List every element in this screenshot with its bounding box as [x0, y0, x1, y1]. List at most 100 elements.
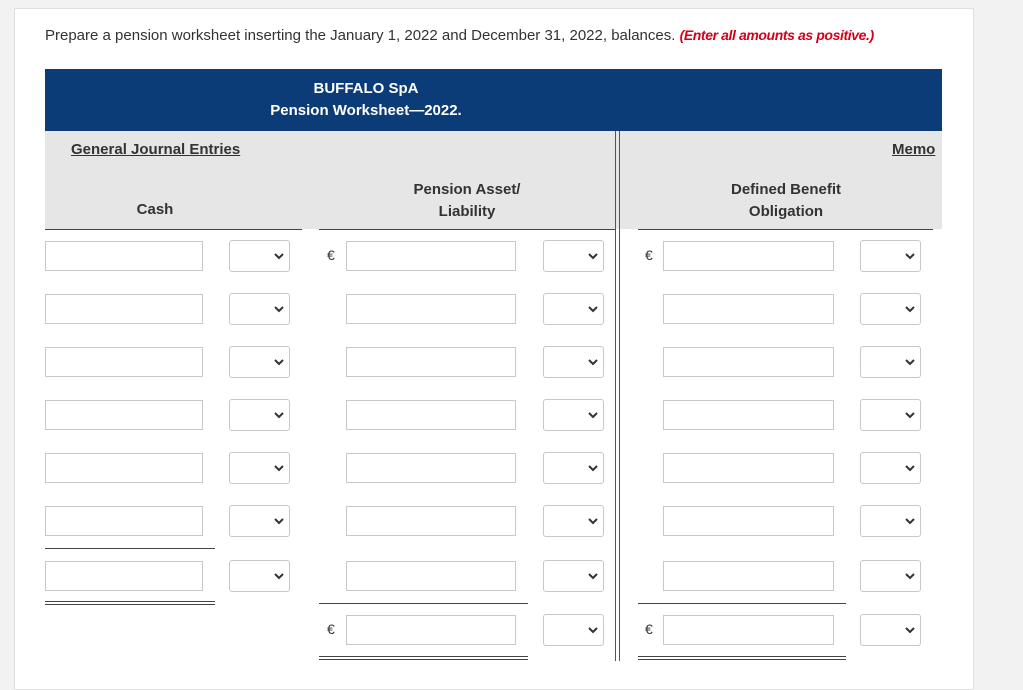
- total-rule: [45, 601, 215, 602]
- text-input[interactable]: [45, 561, 203, 591]
- text-input[interactable]: [663, 615, 834, 645]
- chevron: [588, 518, 598, 525]
- text-input[interactable]: [346, 400, 516, 430]
- text-input[interactable]: [346, 615, 516, 645]
- chevron: [905, 412, 915, 419]
- currency-symbol: €: [327, 621, 335, 637]
- text-input[interactable]: [663, 561, 834, 591]
- dropdown[interactable]: [543, 614, 604, 646]
- dropdown[interactable]: [543, 560, 604, 592]
- currency-symbol: €: [327, 247, 335, 263]
- text-input[interactable]: [45, 294, 203, 324]
- text-input[interactable]: [663, 506, 834, 536]
- dropdown[interactable]: [860, 452, 921, 484]
- dropdown[interactable]: [860, 505, 921, 537]
- instruction-note: (Enter all amounts as positive.): [679, 27, 875, 43]
- total-rule: [319, 603, 528, 604]
- dropdown[interactable]: [860, 560, 921, 592]
- chevron: [905, 253, 915, 260]
- column-header-area: [45, 131, 942, 229]
- chevron: [905, 627, 915, 634]
- chevron: [588, 253, 598, 260]
- dropdown[interactable]: [229, 293, 290, 325]
- chevron: [274, 518, 284, 525]
- dropdown[interactable]: [229, 505, 290, 537]
- text-input[interactable]: [346, 453, 516, 483]
- dropdown[interactable]: [543, 399, 604, 431]
- divider: [615, 131, 616, 661]
- chevron: [905, 359, 915, 366]
- chevron: [274, 465, 284, 472]
- dropdown[interactable]: [860, 346, 921, 378]
- chevron: [905, 573, 915, 580]
- currency-symbol: €: [645, 621, 653, 637]
- dropdown[interactable]: [543, 240, 604, 272]
- total-rule: [45, 604, 215, 605]
- text-input[interactable]: [663, 400, 834, 430]
- chevron: [274, 573, 284, 580]
- header-rule: [45, 229, 302, 230]
- text-input[interactable]: [45, 400, 203, 430]
- text-input[interactable]: [663, 347, 834, 377]
- column-header: Pension Asset/ Liability: [413, 181, 521, 220]
- text-input[interactable]: [45, 241, 203, 271]
- text-input[interactable]: [663, 294, 834, 324]
- dropdown[interactable]: [543, 452, 604, 484]
- chevron: [905, 465, 915, 472]
- column-header: Cash: [136, 201, 174, 218]
- chevron: [905, 518, 915, 525]
- divider: [619, 131, 620, 661]
- chevron: [588, 465, 598, 472]
- header-band: [45, 69, 942, 131]
- text-input[interactable]: [346, 561, 516, 591]
- text-input[interactable]: [346, 347, 516, 377]
- dropdown[interactable]: [860, 399, 921, 431]
- chevron: [588, 627, 598, 634]
- chevron: [274, 253, 284, 260]
- chevron: [588, 573, 598, 580]
- currency-symbol: €: [645, 247, 653, 263]
- dropdown[interactable]: [860, 614, 921, 646]
- dropdown[interactable]: [860, 240, 921, 272]
- page: Prepare a pension worksheet inserting th…: [14, 8, 974, 690]
- chevron: [274, 306, 284, 313]
- dropdown[interactable]: [229, 452, 290, 484]
- dropdown[interactable]: [543, 346, 604, 378]
- dropdown[interactable]: [543, 293, 604, 325]
- total-rule: [638, 659, 846, 660]
- chevron: [274, 412, 284, 419]
- text-input[interactable]: [45, 347, 203, 377]
- text-input[interactable]: [663, 241, 834, 271]
- group-header: General Journal Entries: [71, 141, 241, 158]
- dropdown[interactable]: [229, 240, 290, 272]
- text-input[interactable]: [346, 506, 516, 536]
- text-input[interactable]: [346, 294, 516, 324]
- header-rule: [319, 229, 615, 230]
- header-rule: [638, 229, 933, 230]
- chevron: [588, 359, 598, 366]
- dropdown[interactable]: [229, 346, 290, 378]
- instruction-text: Prepare a pension worksheet inserting th…: [45, 27, 676, 44]
- chevron: [588, 412, 598, 419]
- instruction: Prepare a pension worksheet inserting th…: [45, 27, 874, 44]
- text-input[interactable]: [346, 241, 516, 271]
- chevron: [905, 306, 915, 313]
- chevron: [274, 359, 284, 366]
- total-rule: [638, 603, 846, 604]
- text-input[interactable]: [663, 453, 834, 483]
- chevron: [588, 306, 598, 313]
- group-header: Memo: [892, 141, 936, 158]
- company-name: BUFFALO SpA: [313, 80, 419, 97]
- dropdown[interactable]: [860, 293, 921, 325]
- total-rule: [319, 659, 528, 660]
- dropdown[interactable]: [543, 505, 604, 537]
- text-input[interactable]: [45, 506, 203, 536]
- total-rule: [45, 548, 215, 549]
- dropdown[interactable]: [229, 399, 290, 431]
- total-rule: [319, 656, 528, 657]
- worksheet-title: Pension Worksheet—2022.: [270, 102, 462, 119]
- total-rule: [638, 656, 846, 657]
- dropdown[interactable]: [229, 560, 290, 592]
- text-input[interactable]: [45, 453, 203, 483]
- column-header: Defined Benefit Obligation: [730, 181, 841, 220]
